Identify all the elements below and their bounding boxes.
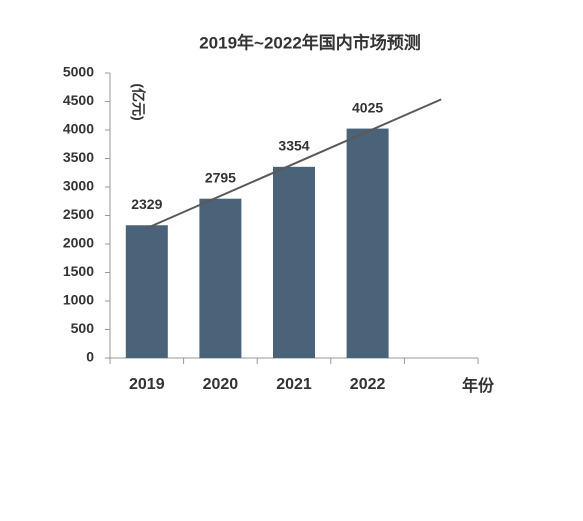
y-tick-label: 4000	[63, 121, 94, 137]
y-tick-label: 4500	[63, 92, 94, 108]
y-tick-label: 0	[86, 349, 94, 365]
x-tick-label: 2019	[129, 376, 165, 393]
chart-title: 2019年~2022年国内市场预测	[199, 32, 421, 52]
value-label: 2329	[131, 196, 162, 212]
y-tick-label: 500	[71, 320, 95, 336]
y-tick-label: 2000	[63, 235, 94, 251]
value-label: 2795	[205, 169, 236, 185]
bar	[346, 128, 389, 358]
x-tick-label: 2021	[276, 376, 312, 393]
trendline	[146, 98, 442, 230]
value-label: 3354	[278, 138, 309, 154]
y-tick-label: 1000	[63, 292, 94, 308]
y-tick-label: 2500	[63, 206, 94, 222]
y-axis-title: (亿元)	[130, 83, 146, 120]
y-tick-label: 3000	[63, 178, 94, 194]
x-axis-title: 年份	[462, 376, 495, 395]
y-tick-label: 3500	[63, 149, 94, 165]
value-label: 4025	[352, 99, 383, 115]
x-tick-label: 2022	[350, 376, 386, 393]
bar	[125, 225, 168, 358]
y-tick-label: 1500	[63, 263, 94, 279]
x-tick-label: 2020	[203, 376, 239, 393]
bar	[273, 166, 315, 358]
bar	[199, 198, 242, 358]
y-tick-label: 5000	[63, 64, 94, 80]
